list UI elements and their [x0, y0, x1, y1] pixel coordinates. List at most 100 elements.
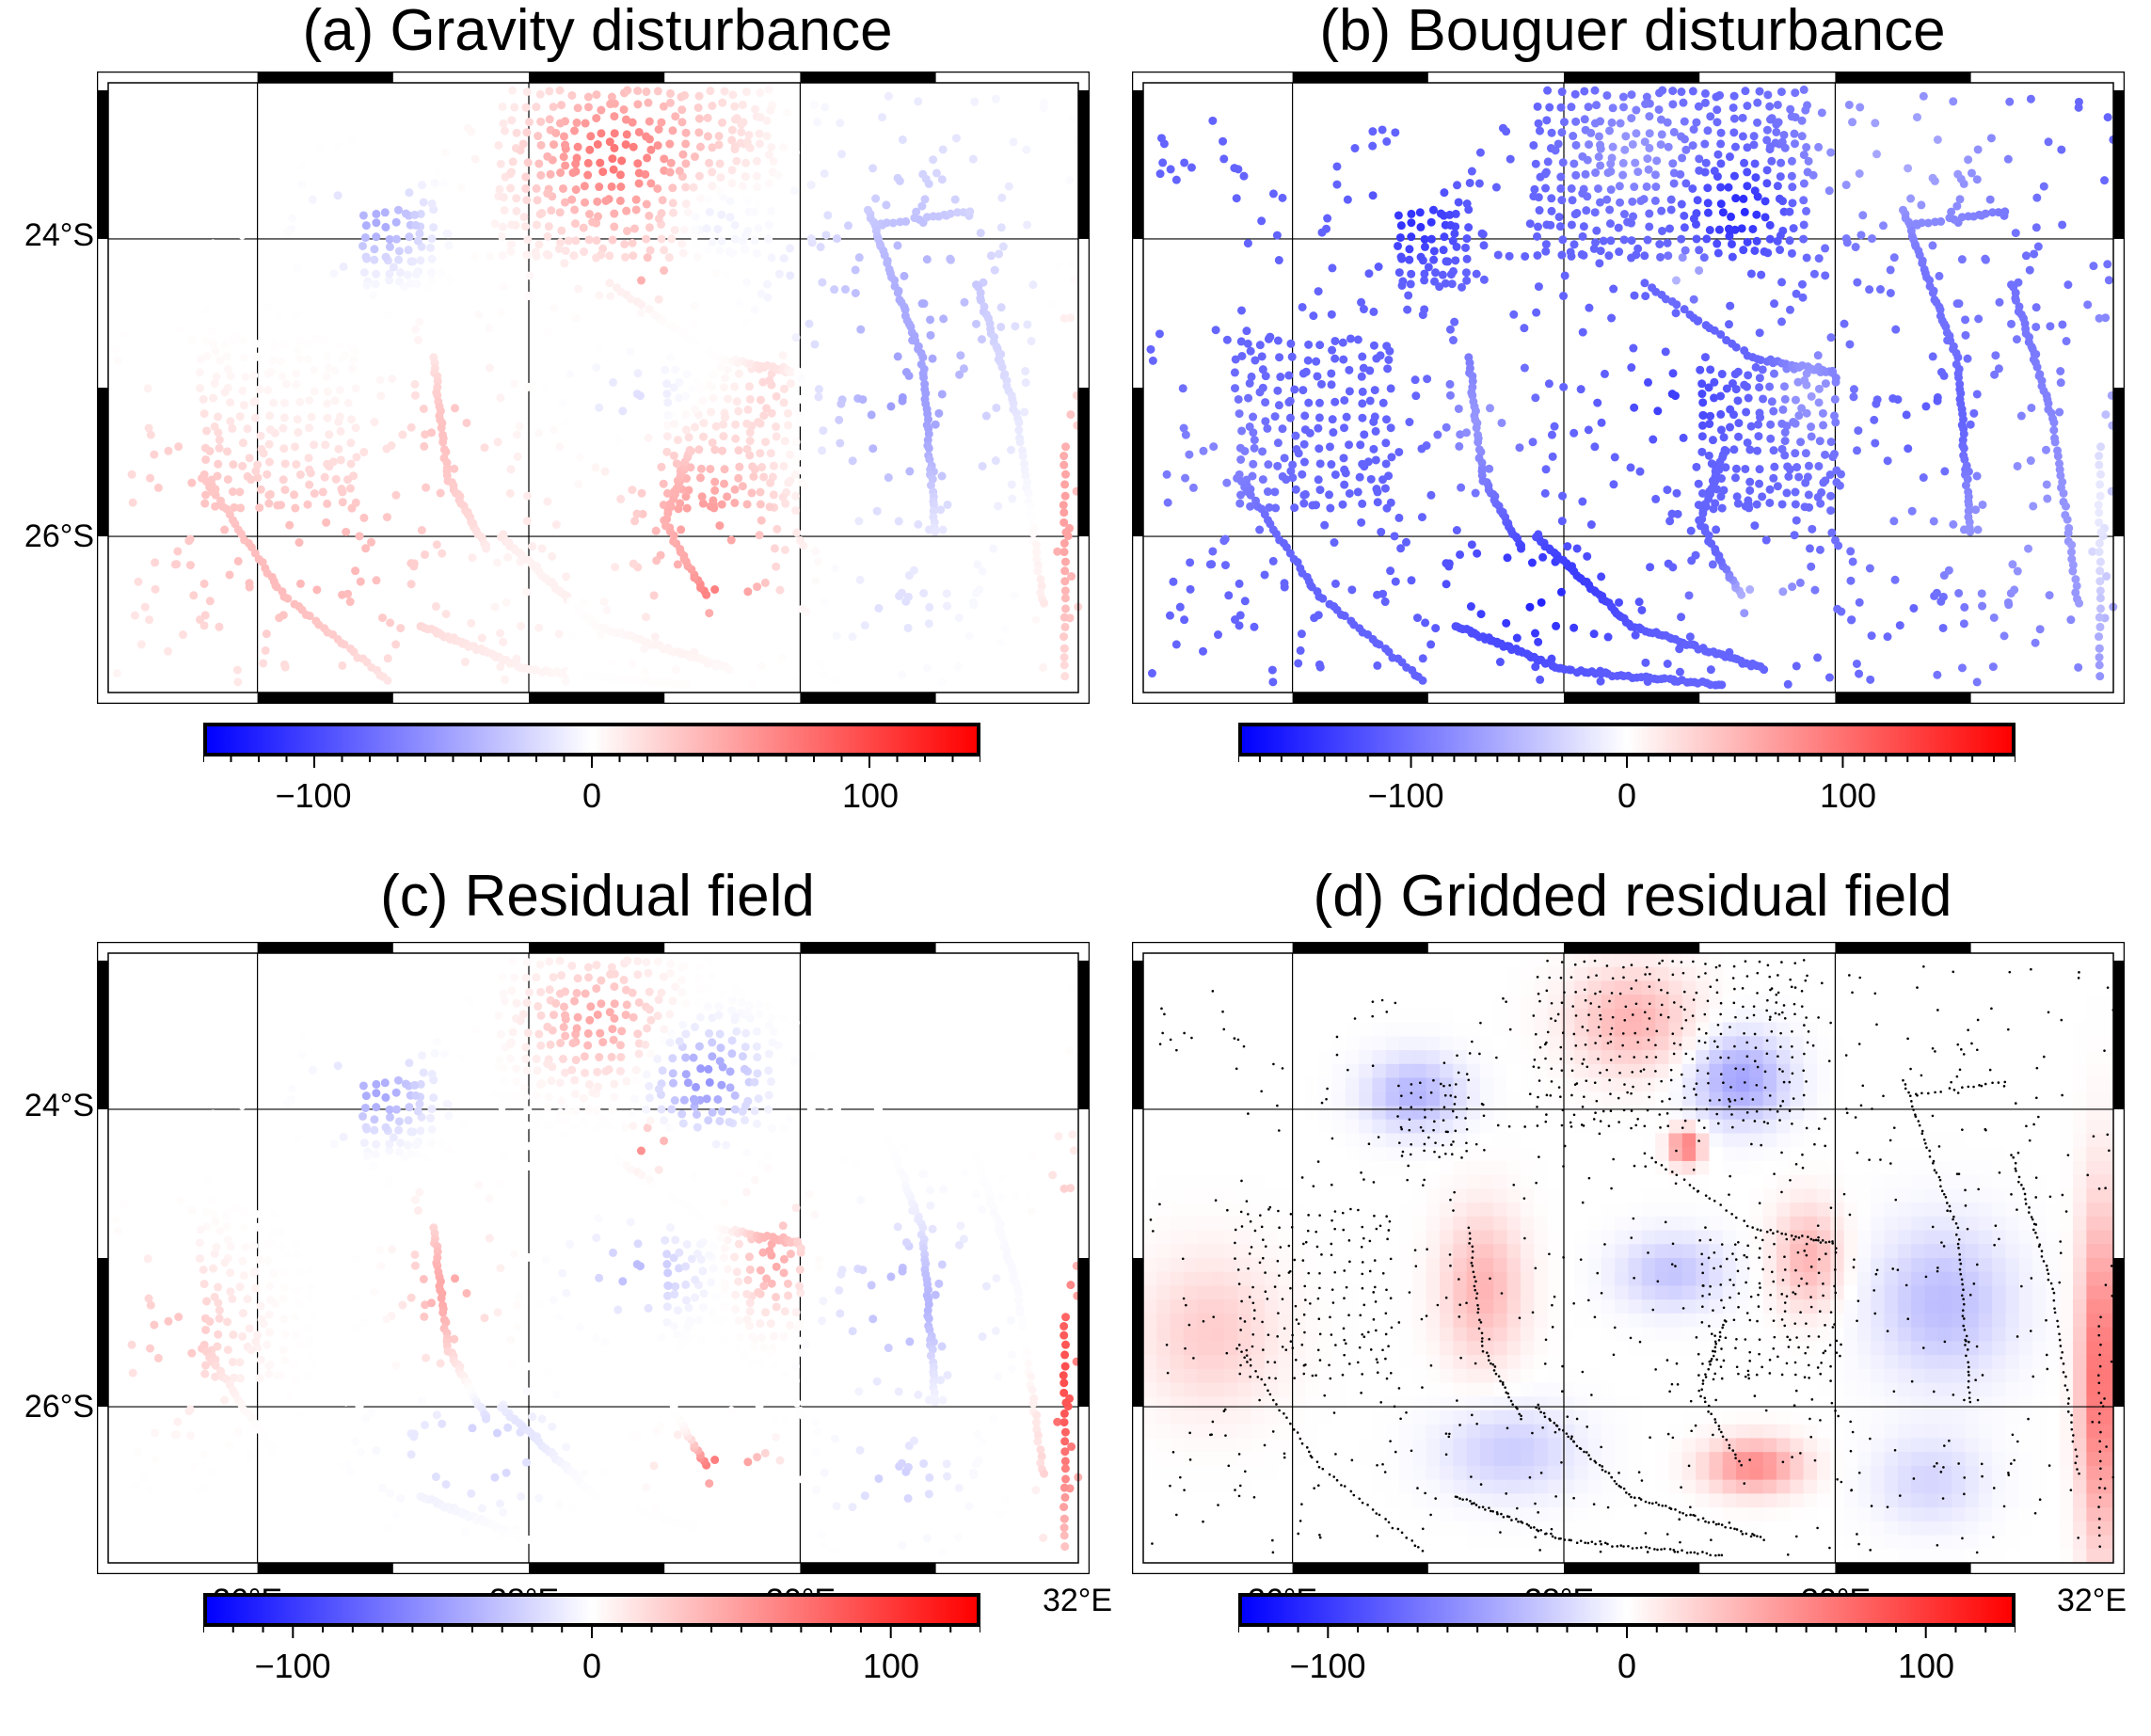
- station-point: [742, 1148, 752, 1157]
- station-point: [200, 611, 210, 620]
- station-point: [543, 327, 552, 337]
- station-point: [1009, 399, 1018, 408]
- station-point: [222, 352, 231, 361]
- station-point: [1602, 90, 1612, 100]
- station-point: [1895, 621, 1904, 630]
- station-point: [1591, 238, 1601, 247]
- station-point: [1594, 132, 1603, 141]
- station-point: [348, 364, 358, 374]
- station-point: [1744, 496, 1753, 505]
- station-point: [1007, 1350, 1016, 1360]
- station-point: [594, 343, 603, 353]
- station-point: [562, 1288, 571, 1298]
- station-point: [358, 1111, 368, 1121]
- station-point: [562, 572, 571, 581]
- station-point: [1268, 677, 1278, 687]
- station-point: [279, 611, 288, 620]
- station-point: [411, 1091, 421, 1100]
- station-point: [305, 1266, 314, 1275]
- station-point: [281, 1250, 291, 1259]
- station-point: [1866, 675, 1875, 684]
- station-point: [1332, 162, 1342, 171]
- station-point: [654, 125, 663, 135]
- station-point: [681, 1010, 691, 1019]
- station-point: [519, 213, 529, 222]
- station-point: [696, 1064, 706, 1074]
- station-point: [816, 243, 825, 252]
- station-point: [692, 1109, 701, 1119]
- station-point: [831, 675, 840, 684]
- station-point: [215, 1226, 225, 1235]
- station-point: [1716, 329, 1726, 339]
- station-point: [505, 169, 515, 179]
- station-point: [1726, 227, 1735, 236]
- station-point: [813, 118, 822, 127]
- station-point: [772, 1262, 781, 1271]
- station-point: [208, 239, 217, 248]
- station-point: [1961, 481, 1970, 490]
- station-point: [150, 450, 159, 459]
- station-point: [1353, 335, 1362, 344]
- station-point: [405, 188, 414, 198]
- station-point: [1620, 145, 1630, 154]
- station-point: [675, 377, 684, 387]
- station-point: [1186, 584, 1195, 594]
- station-point: [2035, 625, 2045, 634]
- station-point: [558, 398, 567, 407]
- station-point: [710, 585, 720, 595]
- station-point: [372, 1139, 381, 1149]
- station-point: [744, 130, 754, 139]
- station-point: [1799, 220, 1808, 230]
- station-point: [1365, 396, 1375, 406]
- station-point: [225, 570, 234, 580]
- station-point: [211, 346, 220, 356]
- station-point: [1830, 394, 1840, 404]
- station-point: [2053, 452, 2063, 461]
- station-point: [795, 411, 805, 421]
- station-point: [1643, 377, 1652, 387]
- station-point: [1243, 239, 1252, 248]
- station-point: [1022, 1015, 1031, 1025]
- station-point: [505, 488, 515, 498]
- station-point: [752, 1027, 761, 1036]
- station-point: [261, 1516, 270, 1525]
- station-point: [437, 423, 446, 433]
- station-point: [1717, 370, 1727, 379]
- station-point: [840, 285, 850, 295]
- station-point: [1671, 309, 1681, 318]
- station-point: [573, 104, 582, 113]
- station-point: [401, 209, 410, 218]
- station-point: [345, 1468, 355, 1477]
- station-point: [606, 658, 615, 667]
- station-point: [295, 354, 305, 363]
- station-point: [202, 351, 212, 360]
- station-point: [2094, 501, 2103, 510]
- station-point: [371, 1150, 380, 1159]
- station-point: [572, 153, 582, 163]
- station-point: [1765, 102, 1775, 111]
- station-point: [673, 1430, 682, 1440]
- station-point: [1677, 88, 1686, 97]
- station-point: [1023, 220, 1032, 230]
- station-point: [745, 428, 755, 438]
- station-point: [1740, 609, 1749, 618]
- station-point: [1541, 183, 1551, 193]
- station-point: [1637, 605, 1647, 614]
- station-point: [1525, 602, 1535, 612]
- station-point: [393, 1075, 403, 1085]
- station-point: [903, 1493, 913, 1503]
- station-point: [555, 208, 565, 217]
- station-point: [1938, 623, 1948, 632]
- station-point: [508, 86, 518, 95]
- station-point: [677, 988, 687, 997]
- frame-block-right: [1078, 89, 1090, 239]
- station-point: [521, 1054, 531, 1063]
- station-point: [422, 483, 431, 492]
- station-point: [606, 292, 615, 301]
- station-point: [1645, 143, 1654, 152]
- station-point: [1391, 577, 1400, 586]
- station-point: [2000, 207, 2010, 216]
- station-point: [522, 250, 532, 260]
- station-point: [1851, 243, 1860, 252]
- station-point: [991, 456, 1000, 466]
